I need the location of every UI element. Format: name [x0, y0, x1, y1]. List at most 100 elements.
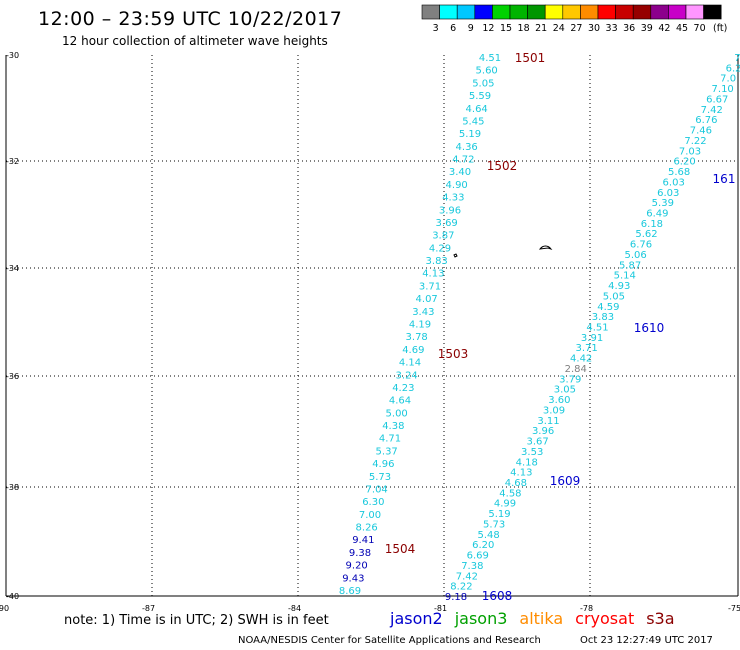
wave-height-value: 5.00 [386, 408, 408, 419]
satellite-legend-s3a: s3a [646, 609, 675, 628]
wave-height-value: 7.42 [456, 571, 478, 582]
wave-height-value: 4.90 [446, 180, 468, 191]
wave-height-value: 3.24 [396, 370, 418, 381]
wave-height-value: 4.38 [382, 421, 404, 432]
wave-height-value: 6.18 [641, 219, 663, 230]
wave-height-value: 4.64 [466, 104, 488, 115]
wave-height-value: 4.14 [399, 358, 421, 369]
wave-height-value: 5.62 [635, 229, 657, 240]
wave-height-value: 7. [734, 53, 740, 64]
pass-time-label: 1501 [515, 51, 546, 65]
pass-time-label: 1609 [550, 474, 581, 488]
wave-height-value: 4.99 [494, 499, 516, 510]
wave-height-value: 4.13 [422, 269, 444, 280]
wave-height-value: 3.83 [426, 256, 448, 267]
wave-height-value: 9.41 [352, 535, 374, 546]
wave-height-value: 4.13 [510, 468, 532, 479]
wave-height-value: 5.19 [459, 129, 481, 140]
scale-tick-label: 3 [433, 23, 439, 34]
wave-height-value: 4.29 [429, 243, 451, 254]
wave-height-value: 6.03 [657, 188, 679, 199]
wave-height-value: 5.73 [369, 472, 391, 483]
wave-height-value: 6.30 [362, 497, 384, 508]
credit-line: NOAA/NESDIS Center for Satellite Applica… [238, 635, 541, 646]
wave-height-value: 4.96 [372, 459, 394, 470]
wave-height-value: 4.07 [416, 294, 438, 305]
wave-height-value: 5.45 [462, 116, 484, 127]
scale-tick-label: 18 [518, 23, 530, 34]
longitude-tick-label: -84 [288, 604, 301, 613]
pass-time-label: 1504 [385, 542, 416, 556]
longitude-tick-label: -87 [142, 604, 155, 613]
scale-tick-label: 27 [570, 23, 582, 34]
wave-height-value: 9.38 [349, 548, 371, 559]
wave-height-value: 2.84 [565, 364, 587, 375]
wave-height-value: 7.0 [720, 74, 736, 85]
longitude-tick-label: -90 [0, 604, 9, 613]
wave-height-value: 8.26 [356, 523, 378, 534]
wave-height-value: 5.68 [668, 167, 690, 178]
wave-height-value: 3.11 [537, 416, 559, 427]
satellite-legend-altika: altika [519, 609, 564, 628]
wave-height-value: 3.87 [432, 231, 454, 242]
map-title: 12:00 – 23:59 UTC 10/22/2017 [38, 8, 343, 30]
scale-tick-label: 33 [606, 23, 618, 34]
wave-height-value: 4.36 [456, 142, 478, 153]
wave-height-value: 5.14 [614, 271, 636, 282]
wave-height-value: 7.00 [359, 510, 381, 521]
wave-height-value: 7.42 [701, 105, 723, 116]
wave-height-value: 7.03 [679, 146, 701, 157]
wave-height-value: 3.60 [548, 395, 570, 406]
wave-height-value: 6.03 [663, 177, 685, 188]
wave-height-value: 9.43 [342, 573, 364, 584]
satellite-legend: jason2 jason3 altika cryosat s3a [390, 609, 687, 628]
wave-height-value: 3.43 [412, 307, 434, 318]
wave-height-value: 5.60 [476, 66, 498, 77]
pass-time-label: 1503 [438, 347, 469, 361]
wave-height-value: 5.87 [619, 260, 641, 271]
wave-height-value: 3.69 [436, 218, 458, 229]
latitude-tick-label: -38 [6, 483, 19, 492]
wave-height-value: 9.18 [445, 592, 467, 603]
scale-tick-label: 9 [468, 23, 474, 34]
wave-height-value: 5.48 [478, 530, 500, 541]
latitude-tick-label: -34 [6, 264, 19, 273]
scale-tick-label: 24 [553, 23, 565, 34]
wave-height-value: 7.10 [712, 84, 734, 95]
wave-height-value: 6.76 [695, 115, 717, 126]
latitude-tick-label: -30 [6, 51, 19, 60]
wave-height-value: 4.72 [452, 155, 474, 166]
wave-height-value: 3.71 [419, 281, 441, 292]
scale-tick-label: 39 [641, 23, 653, 34]
scale-tick-label: 36 [623, 23, 635, 34]
wave-height-value: 5.05 [472, 78, 494, 89]
wave-height-value: 3.67 [527, 437, 549, 448]
wave-height-value: 4.93 [608, 281, 630, 292]
wave-height-value: 6.69 [467, 551, 489, 562]
wave-height-value: 3.05 [554, 385, 576, 396]
wave-height-color-scale: 3 6 9 12 15 18 21 24 27 30 33 36 39 42 45 70 (ft) [421, 4, 727, 34]
wave-height-value: 4.42 [570, 354, 592, 365]
satellite-legend-cryosat: cryosat [575, 609, 635, 628]
longitude-tick-label: -78 [580, 604, 593, 613]
wave-height-value: 3.91 [581, 333, 603, 344]
scale-tick-label: 21 [535, 23, 547, 34]
pass-time-label: 1610 [634, 321, 665, 335]
wave-height-value: 6.49 [646, 208, 668, 219]
wave-height-value: 4.51 [479, 53, 501, 64]
scale-swatch [703, 4, 722, 20]
wave-height-value: 6.76 [630, 240, 652, 251]
wave-height-value: 5.19 [488, 509, 510, 520]
wave-height-value: 3.40 [449, 167, 471, 178]
latitude-tick-label: -32 [6, 157, 19, 166]
wave-height-value: 8.22 [450, 582, 472, 593]
wave-height-value: 4.58 [499, 488, 521, 499]
wave-height-value: 5.39 [652, 198, 674, 209]
wave-height-value: 4.68 [505, 478, 527, 489]
wave-height-value: 7.22 [684, 136, 706, 147]
wave-height-value: 4.23 [392, 383, 414, 394]
wave-height-value: 4.33 [442, 193, 464, 204]
scale-tick-label: 30 [588, 23, 600, 34]
wave-height-value: 3.53 [521, 447, 543, 458]
